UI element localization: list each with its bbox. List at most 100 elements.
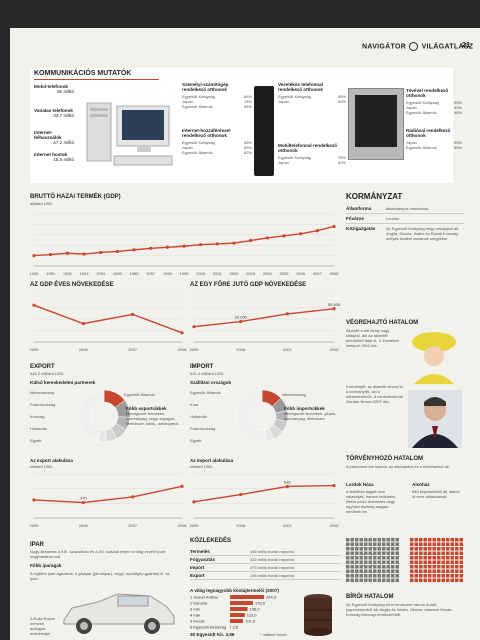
- seat: [455, 551, 459, 555]
- seat: [437, 569, 441, 573]
- seat: [455, 538, 459, 542]
- seat: [432, 578, 436, 582]
- tick-label: 2001: [213, 271, 223, 276]
- vegrehajto-text: Államfő a brit király vagy királynő, aki…: [346, 328, 399, 348]
- bar: [230, 595, 264, 599]
- tick-label: 1994: [96, 271, 106, 276]
- seat: [446, 574, 450, 578]
- seat: [423, 547, 427, 551]
- seat: [346, 556, 350, 560]
- seat: [395, 578, 399, 582]
- tick-label: 1995: [113, 271, 123, 276]
- data-point: [182, 244, 186, 248]
- seat: [377, 565, 381, 569]
- bar: [230, 619, 244, 623]
- tick-label: 2006: [236, 523, 246, 528]
- seat: [364, 542, 368, 546]
- seat: [428, 542, 432, 546]
- seat: [355, 560, 359, 564]
- tick-label: 2005: [30, 347, 40, 352]
- tick-label: 2006: [296, 271, 306, 276]
- seat: [368, 565, 372, 569]
- seat: [432, 565, 436, 569]
- kozlek-title: KÖZLEKEDÉS: [190, 538, 232, 544]
- seat: [386, 565, 390, 569]
- tick-label: 1992: [63, 271, 73, 276]
- seat: [386, 578, 390, 582]
- bar: [230, 613, 245, 617]
- seat: [368, 556, 372, 560]
- gdp-growth-chart: 2005 2006 2007 2008: [30, 295, 188, 352]
- seat: [373, 551, 377, 555]
- seat: [455, 547, 459, 551]
- data-point: [49, 252, 53, 257]
- tick-label: 2007: [128, 347, 138, 352]
- radio-block: Rádióval rendelkező otthonok Japán 99% Eg…: [406, 128, 462, 150]
- seat: [450, 551, 454, 555]
- export-growth-unit: milliárd USD: [30, 464, 53, 469]
- seat: [446, 542, 450, 546]
- data-point: [131, 495, 135, 499]
- tick-label: 1998: [163, 271, 173, 276]
- export-labels: Németország Franciaország Írország Holla…: [30, 390, 56, 443]
- seat: [450, 560, 454, 564]
- seat: [391, 551, 395, 555]
- data-point: [180, 484, 184, 488]
- seat: [432, 551, 436, 555]
- seat: [350, 578, 354, 582]
- gdp-unit: milliárd USD: [30, 201, 53, 206]
- import-growth-unit: milliárd USD: [190, 464, 213, 469]
- seat: [355, 578, 359, 582]
- data-point: [132, 248, 136, 252]
- tick-label: 2006: [236, 347, 246, 352]
- seat: [428, 556, 432, 560]
- data-label: 370: [80, 496, 87, 501]
- data-label: 35 400: [328, 302, 340, 307]
- data-point: [65, 251, 69, 255]
- seat: [432, 556, 436, 560]
- seat: [446, 578, 450, 582]
- seat: [414, 542, 418, 546]
- seat: [391, 542, 395, 546]
- seat: [382, 542, 386, 546]
- seat: [386, 538, 390, 542]
- seat: [455, 560, 459, 564]
- seat: [432, 574, 436, 578]
- seat: [459, 565, 463, 569]
- seat: [410, 565, 414, 569]
- data-label: 33 200: [235, 315, 248, 320]
- ipar-title: IPAR: [30, 542, 44, 548]
- seat: [455, 569, 459, 573]
- import-value: 621,4 milliárd USD: [190, 371, 224, 376]
- export-value: 444,2 milliárd USD: [30, 371, 64, 376]
- seat: [441, 574, 445, 578]
- data-point: [81, 322, 85, 326]
- seat: [450, 538, 454, 542]
- gdp-growth-title: AZ GDP ÉVES NÖVEKEDÉSE: [30, 282, 114, 288]
- seat: [382, 551, 386, 555]
- seat: [441, 547, 445, 551]
- tick-label: 2008: [178, 347, 188, 352]
- komm-stats: Mobil-telefonok 92 millió Vonalas telefo…: [34, 84, 74, 162]
- seat: [346, 538, 350, 542]
- data-point: [32, 303, 36, 307]
- tick-label: 1997: [146, 271, 156, 276]
- seat: [419, 569, 423, 573]
- seat: [423, 569, 427, 573]
- pc-block: Személyi-számítógép rendelkező otthonok …: [182, 82, 252, 109]
- bar: [230, 625, 231, 629]
- seat: [428, 565, 432, 569]
- seat: [364, 538, 368, 542]
- export-donut: [77, 389, 131, 443]
- seat: [382, 556, 386, 560]
- bar-category-label: 4 Irak: [190, 613, 200, 618]
- seat: [391, 538, 395, 542]
- seat: [423, 560, 427, 564]
- seat: [377, 574, 381, 578]
- bar-value-label: 136,2: [250, 607, 261, 612]
- seat: [441, 560, 445, 564]
- import-growth-title: Az import alakulása: [190, 458, 234, 463]
- import-growth-chart: 2005 2006 2007 2008 615: [190, 473, 339, 528]
- seat: [391, 547, 395, 551]
- series-line: [33, 304, 183, 334]
